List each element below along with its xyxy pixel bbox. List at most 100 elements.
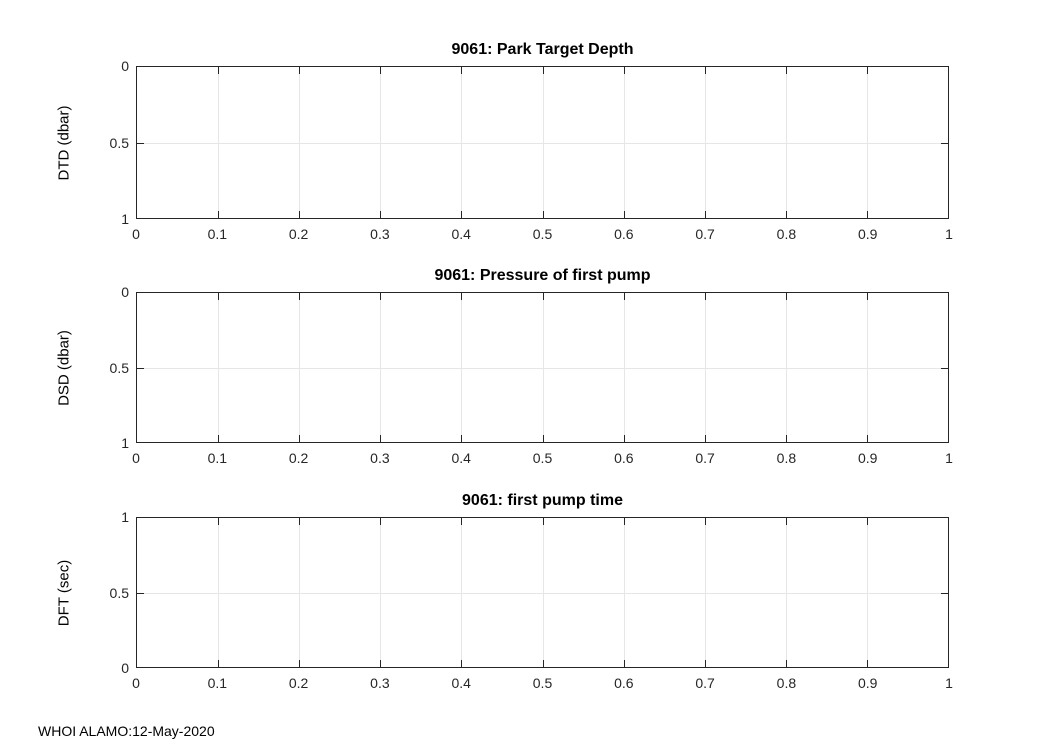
x-tick-label: 0.7: [695, 450, 715, 466]
plot-area: [136, 517, 949, 668]
gridline-y: [137, 367, 948, 369]
tick-mark-x: [866, 660, 868, 667]
y-tick-label: 0.5: [109, 359, 129, 376]
tick-mark-x: [542, 518, 544, 525]
tick-mark-x: [623, 435, 625, 442]
x-tick-label: 1: [945, 450, 953, 466]
tick-mark-x: [218, 293, 220, 300]
tick-mark-y: [137, 142, 144, 144]
tick-mark-x: [542, 211, 544, 218]
tick-mark-x: [785, 67, 787, 74]
y-tick-label: 1: [121, 211, 129, 227]
x-tick-label: 0.9: [857, 226, 878, 242]
tick-mark-x: [461, 211, 463, 218]
tick-mark-x: [218, 518, 220, 525]
x-tick-label: 0.1: [207, 675, 228, 691]
subplot-title: 9061: Pressure of first pump: [434, 267, 651, 284]
tick-mark-x: [623, 293, 625, 300]
tick-mark-x: [380, 67, 382, 74]
x-tick-label: 0.2: [288, 675, 309, 691]
x-tick-label: 0.8: [776, 675, 797, 691]
y-axis-label: DSD (dbar): [55, 329, 73, 406]
x-tick-label: 0.8: [776, 450, 797, 466]
x-tick-label: 1: [945, 675, 953, 691]
tick-mark-x: [299, 518, 301, 525]
y-tick-label: 1: [121, 509, 129, 525]
tick-mark-y: [941, 592, 948, 594]
tick-mark-x: [299, 435, 301, 442]
tick-mark-x: [299, 211, 301, 218]
x-tick-label: 0.6: [614, 675, 634, 691]
tick-mark-x: [866, 67, 868, 74]
tick-mark-x: [299, 293, 301, 300]
x-tick-label: 0.6: [614, 226, 634, 242]
x-tick-labels: 0 0.1 0.2 0.3 0.4 0.5 0.6 0.7 0.8 0.9 1: [132, 226, 953, 245]
tick-mark-x: [461, 660, 463, 667]
tick-mark-x: [623, 211, 625, 218]
y-tick-label: 0: [121, 660, 129, 676]
x-tick-label: 0.4: [451, 226, 471, 242]
tick-mark-y: [137, 367, 144, 369]
tick-mark-x: [218, 435, 220, 442]
x-tick-label: 0.4: [451, 675, 471, 691]
x-tick-label: 0.5: [532, 450, 553, 466]
x-tick-label: 0.9: [857, 675, 878, 691]
subplot-title: 9061: Park Target Depth: [451, 41, 634, 58]
tick-mark-x: [380, 435, 382, 442]
gridline-y: [137, 142, 948, 144]
tick-mark-x: [704, 435, 706, 442]
x-tick-label: 0.9: [857, 450, 878, 466]
x-tick-label: 0.3: [370, 450, 390, 466]
y-tick-label: 0: [121, 284, 129, 300]
tick-mark-x: [785, 518, 787, 525]
gridline-y: [137, 592, 948, 594]
subplot-park-target-depth: 9061: Park Target Depth DTD (dbar) 0 0.5 1…: [56, 41, 953, 241]
x-tick-label: 0: [132, 675, 140, 691]
y-axis-label: DFT (sec): [55, 559, 73, 626]
y-tick-labels: 0 0.5 1: [87, 510, 129, 675]
tick-mark-x: [380, 660, 382, 667]
tick-mark-x: [704, 67, 706, 74]
tick-mark-x: [380, 518, 382, 525]
tick-mark-x: [623, 660, 625, 667]
x-tick-label: 0.4: [451, 450, 471, 466]
tick-mark-y: [941, 367, 948, 369]
tick-mark-x: [785, 211, 787, 218]
tick-mark-x: [299, 67, 301, 74]
tick-mark-x: [704, 518, 706, 525]
tick-mark-y: [941, 142, 948, 144]
tick-mark-x: [704, 211, 706, 218]
subplot-title: 9061: first pump time: [462, 492, 623, 509]
y-tick-label: 0: [121, 58, 129, 74]
tick-mark-x: [542, 660, 544, 667]
tick-mark-x: [218, 67, 220, 74]
tick-mark-x: [218, 211, 220, 218]
tick-mark-x: [380, 211, 382, 218]
x-tick-label: 0.2: [288, 450, 309, 466]
watermark-text: WHOI ALAMO:12-May-2020: [38, 723, 215, 739]
tick-mark-x: [785, 660, 787, 667]
x-tick-label: 0.8: [776, 226, 797, 242]
x-tick-label: 0.1: [207, 450, 228, 466]
x-tick-label: 0.5: [532, 226, 553, 242]
y-axis-label: DTD (dbar): [55, 104, 73, 181]
tick-mark-x: [866, 518, 868, 525]
tick-mark-x: [866, 435, 868, 442]
x-tick-label: 0: [132, 226, 140, 242]
tick-mark-x: [623, 67, 625, 74]
x-tick-labels: 0 0.1 0.2 0.3 0.4 0.5 0.6 0.7 0.8 0.9 1: [132, 675, 953, 694]
x-tick-label: 1: [945, 226, 953, 242]
x-tick-label: 0.6: [614, 450, 634, 466]
tick-mark-x: [461, 293, 463, 300]
y-tick-label: 1: [121, 435, 129, 451]
x-tick-label: 0.3: [370, 226, 390, 242]
y-tick-labels: 0 0.5 1: [87, 59, 129, 226]
plot-area: [136, 66, 949, 219]
x-tick-label: 0.2: [288, 226, 309, 242]
x-tick-label: 0.7: [695, 675, 715, 691]
tick-mark-x: [866, 211, 868, 218]
y-tick-label: 0.5: [109, 134, 129, 151]
x-tick-label: 0.5: [532, 675, 553, 691]
